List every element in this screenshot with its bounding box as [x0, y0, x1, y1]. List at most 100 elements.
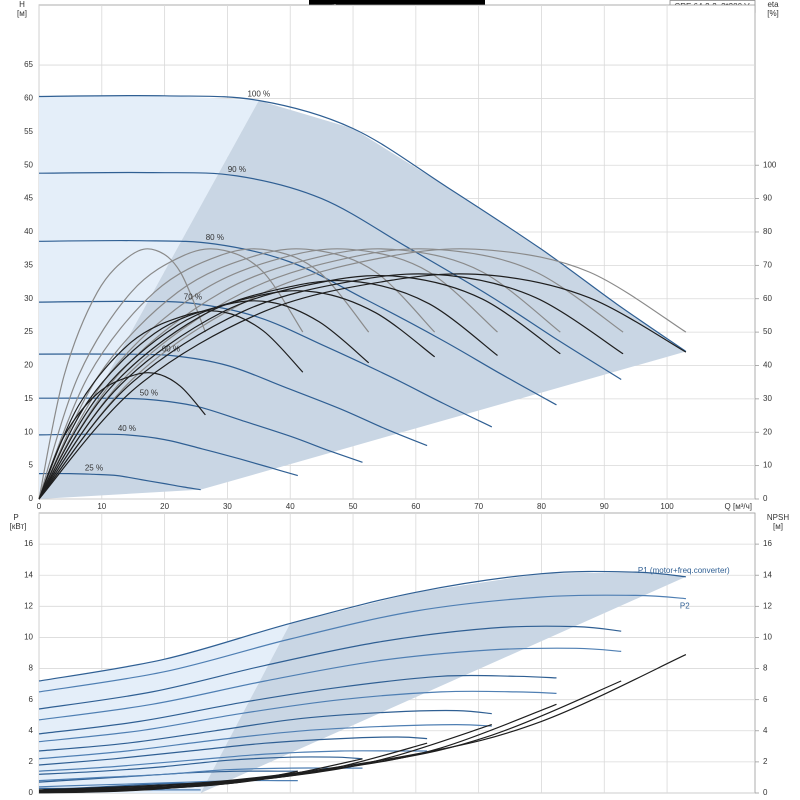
y2-tick-label: 10	[763, 461, 772, 470]
y2-tick-label: 8	[763, 664, 768, 673]
secondary-curve	[38, 248, 304, 500]
y-tick-label: 12	[24, 601, 33, 610]
y-tick-label: 30	[24, 294, 33, 303]
curve-label: 80 %	[206, 233, 224, 242]
operating-area	[39, 100, 686, 500]
curve	[38, 625, 622, 710]
y-axis-unit: [м]	[17, 9, 27, 18]
curve	[38, 709, 492, 752]
annotation: P1 (motor+freq.converter)	[638, 566, 730, 575]
secondary-curve	[38, 654, 687, 791]
x-tick-label: 80	[537, 502, 546, 511]
y-tick-label: 50	[24, 160, 33, 169]
x-tick-label: 20	[160, 502, 169, 511]
curve	[38, 690, 557, 743]
curve	[38, 300, 493, 428]
y-tick-label: 55	[24, 127, 33, 136]
x-tick-label: 50	[349, 502, 358, 511]
y2-tick-label: 30	[763, 394, 772, 403]
x-axis-label: Q [м³/ч]	[725, 502, 752, 511]
y2-tick-label: 2	[763, 757, 768, 766]
y-tick-label: 0	[29, 788, 34, 797]
curve	[38, 756, 363, 775]
y-tick-label: 10	[24, 633, 33, 642]
curve	[38, 674, 557, 735]
curve	[38, 723, 492, 760]
curve	[38, 647, 622, 721]
curve-label: 60 %	[162, 345, 180, 354]
y-tick-label: 8	[29, 664, 34, 673]
y-tick-label: 35	[24, 260, 33, 269]
curve	[38, 594, 686, 693]
x-tick-label: 30	[223, 502, 232, 511]
curve	[38, 239, 557, 406]
y2-tick-label: 10	[763, 633, 772, 642]
y2-tick-label: 80	[763, 227, 772, 236]
y2-tick-label: 70	[763, 260, 772, 269]
y2-tick-label: 100	[763, 160, 777, 169]
y-tick-label: 25	[24, 327, 33, 336]
y-tick-label: 60	[24, 94, 33, 103]
curve	[38, 472, 201, 491]
secondary-curve	[38, 279, 498, 500]
y2-tick-label: 50	[763, 327, 772, 336]
curve	[38, 433, 298, 477]
secondary-curve	[38, 310, 304, 500]
operating-area	[200, 572, 686, 793]
y-axis-unit: [кВт]	[10, 522, 27, 531]
y-tick-label: 40	[24, 227, 33, 236]
y2-tick-label: 6	[763, 695, 768, 704]
secondary-curve	[38, 273, 687, 500]
y2-tick-label: 20	[763, 427, 772, 436]
y-axis-label: H	[19, 0, 25, 9]
secondary-curve	[38, 248, 687, 500]
y2-tick-label: 0	[763, 494, 768, 503]
operating-area-light	[39, 623, 291, 793]
y-tick-label: 0	[29, 494, 34, 503]
y2-tick-label: 0	[763, 788, 768, 797]
y2-axis-label: NPSH	[767, 513, 789, 522]
curve-label: 90 %	[228, 165, 246, 174]
x-tick-label: 100	[660, 502, 674, 511]
curve-label: 25 %	[85, 463, 103, 472]
y-tick-label: 2	[29, 757, 34, 766]
y-tick-label: 5	[29, 461, 34, 470]
y2-tick-label: 90	[763, 194, 772, 203]
y-tick-label: 16	[24, 539, 33, 548]
y-tick-label: 15	[24, 394, 33, 403]
curve-label: 70 %	[184, 293, 202, 302]
y-axis-label: P	[13, 513, 18, 522]
curve	[38, 171, 622, 381]
annotation: P2	[680, 602, 690, 611]
y2-tick-label: 40	[763, 361, 772, 370]
curve	[38, 779, 298, 788]
x-tick-label: 0	[37, 502, 42, 511]
labels-layer: 0 10 20 30 40 50 60 70 80 90 100051015202530354045…	[24, 60, 777, 797]
x-tick-label: 70	[474, 502, 483, 511]
secondary-curve	[38, 274, 561, 500]
y2-axis-unit: [м]	[773, 522, 783, 531]
y2-tick-label: 16	[763, 539, 772, 548]
secondary-curve	[38, 273, 624, 500]
y-tick-label: 4	[29, 726, 34, 735]
y2-tick-label: 14	[763, 570, 772, 579]
curve-label: 40 %	[118, 424, 136, 433]
y2-tick-label: 4	[763, 726, 768, 735]
secondary-curve	[38, 248, 624, 500]
y2-tick-label: 12	[763, 601, 772, 610]
x-tick-label: 60	[411, 502, 420, 511]
y-tick-label: 6	[29, 695, 34, 704]
curve	[38, 570, 686, 682]
y-tick-label: 14	[24, 570, 33, 579]
curve	[38, 736, 428, 766]
curve	[38, 397, 363, 463]
secondary-curve	[38, 248, 206, 500]
curves-layer	[38, 94, 687, 794]
curve	[38, 94, 687, 352]
x-tick-label: 10	[97, 502, 106, 511]
curve-label: 100 %	[247, 90, 270, 99]
secondary-curve	[38, 372, 206, 500]
y2-axis-unit: [%]	[767, 9, 779, 18]
y2-axis-label: eta	[767, 0, 779, 9]
